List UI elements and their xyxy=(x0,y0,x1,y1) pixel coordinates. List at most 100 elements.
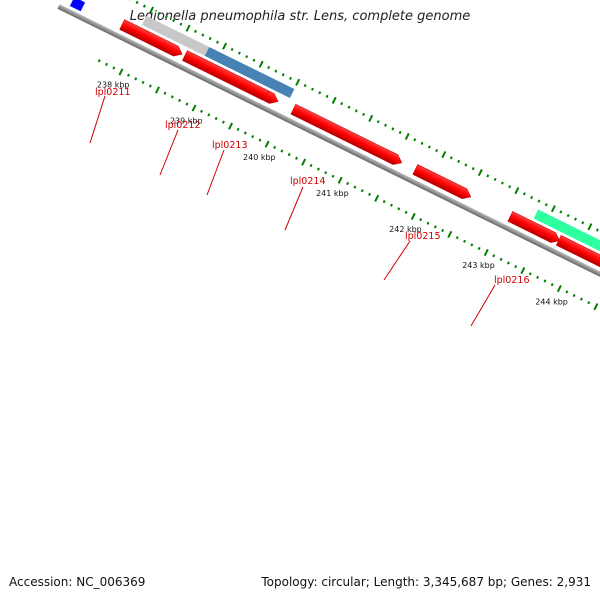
inner-tick xyxy=(301,158,307,166)
outer-tick xyxy=(318,91,322,95)
inner-tick xyxy=(191,104,197,112)
inner-tick xyxy=(105,62,109,66)
scale-label: 242 kbp xyxy=(389,225,422,234)
outer-tick xyxy=(464,163,468,167)
outer-tick xyxy=(427,145,431,149)
inner-tick xyxy=(221,120,225,124)
gene-label-lpl0214: lpl0214 xyxy=(290,176,326,187)
inner-tick xyxy=(572,293,576,298)
outer-tick xyxy=(222,42,228,50)
inner-tick xyxy=(397,207,401,211)
outer-tick xyxy=(230,47,234,52)
outer-tick xyxy=(544,203,548,207)
inner-tick xyxy=(264,140,270,148)
inner-tick xyxy=(382,199,386,204)
gene-arrow xyxy=(290,103,403,165)
outer-tick xyxy=(362,112,366,117)
feature-dark-blue xyxy=(69,0,86,12)
inner-tick xyxy=(426,221,430,225)
outer-tick xyxy=(274,69,278,73)
gene-arrow xyxy=(119,19,183,57)
outer-tick xyxy=(303,83,307,88)
feature-track xyxy=(69,0,600,308)
inner-tick xyxy=(346,181,350,186)
outer-tick xyxy=(566,213,570,218)
outer-tick xyxy=(208,37,212,41)
inner-tick xyxy=(112,66,116,70)
outer-tick xyxy=(404,132,410,141)
outer-tick xyxy=(471,167,475,171)
scale-label: 239 kbp xyxy=(170,117,203,126)
inner-tick xyxy=(163,91,167,95)
gene-label-lpl0211: lpl0211 xyxy=(95,87,131,98)
map-title: Legionella pneumophila str. Lens, comple… xyxy=(129,9,471,24)
inner-tick xyxy=(390,203,393,207)
inner-tick xyxy=(185,102,189,106)
inner-tick xyxy=(543,279,547,283)
scale-label: 240 kbp xyxy=(243,153,276,162)
inner-tick xyxy=(118,68,124,76)
outer-tick xyxy=(522,192,526,196)
outer-tick xyxy=(595,228,599,232)
outer-tick xyxy=(574,217,577,221)
inner-tick xyxy=(97,59,101,63)
gene-label-lpl0216: lpl0216 xyxy=(494,275,530,286)
outer-tick xyxy=(500,181,504,185)
outer-tick xyxy=(281,73,285,77)
outer-tick xyxy=(376,120,380,124)
outer-tick xyxy=(384,123,387,127)
inner-tick xyxy=(178,98,182,103)
inner-tick xyxy=(477,246,481,251)
gene-track xyxy=(119,19,600,320)
inner-tick xyxy=(134,77,138,81)
inner-tick xyxy=(419,218,423,222)
outer-tick xyxy=(179,22,183,26)
genome-summary-text: Topology: circular; Length: 3,345,687 bp… xyxy=(261,575,591,589)
inner-tick xyxy=(353,185,357,189)
inner-tick xyxy=(499,257,503,261)
inner-tick xyxy=(404,210,408,215)
inner-tick xyxy=(148,84,152,88)
inner-tick xyxy=(579,297,583,301)
outer-tick xyxy=(310,87,314,91)
outer-tick xyxy=(237,51,241,55)
outer-tick xyxy=(340,102,344,106)
inner-tick xyxy=(550,283,554,287)
inner-tick xyxy=(483,248,489,257)
outer-tick xyxy=(128,0,132,1)
outer-tick xyxy=(201,33,205,37)
outer-tick xyxy=(537,199,541,203)
inner-tick xyxy=(565,290,569,294)
gene-label-lpl0212: lpl0212 xyxy=(165,120,201,131)
inner-tick xyxy=(273,145,277,150)
inner-tick xyxy=(520,266,526,275)
outer-tick xyxy=(325,94,329,99)
inner-tick xyxy=(455,236,459,240)
inner-tick xyxy=(528,272,532,276)
inner-tick-track xyxy=(97,59,599,311)
outer-tick xyxy=(514,187,520,195)
outer-tick xyxy=(267,65,271,70)
inner-tick xyxy=(536,275,540,280)
outer-tick xyxy=(477,169,483,177)
outer-tick xyxy=(413,138,417,142)
outer-tick xyxy=(289,76,293,80)
outer-tick xyxy=(486,174,490,178)
gene-arrow xyxy=(507,211,560,243)
inner-tick xyxy=(155,86,160,94)
outer-tick xyxy=(449,156,453,160)
inner-tick xyxy=(228,122,234,130)
inner-tick xyxy=(556,285,562,293)
inner-tick xyxy=(280,149,284,153)
outer-tick xyxy=(135,0,139,5)
inner-tick xyxy=(295,156,298,160)
outer-tick xyxy=(550,205,556,213)
inner-tick xyxy=(214,116,218,121)
gene-arrow xyxy=(412,164,472,199)
inner-tick xyxy=(207,113,211,117)
inner-tick xyxy=(331,174,335,178)
outer-tick xyxy=(194,29,198,34)
inner-tick xyxy=(463,239,467,243)
outer-tick xyxy=(508,185,512,189)
